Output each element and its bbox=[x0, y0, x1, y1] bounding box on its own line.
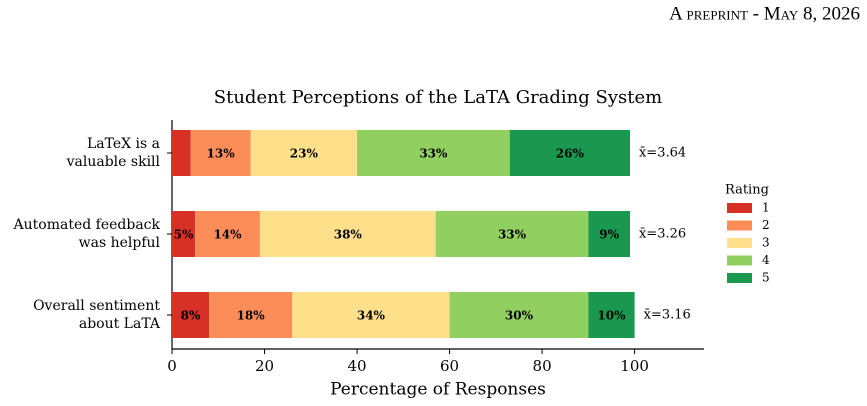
y-tick-label: LaTeX is a valuable skill bbox=[66, 136, 161, 170]
mean-annotation: x̄=3.64 bbox=[639, 146, 686, 161]
legend-swatch bbox=[727, 273, 752, 283]
bar-segment bbox=[209, 292, 293, 338]
x-tick-label: 80 bbox=[533, 357, 552, 375]
data-label: 18% bbox=[237, 309, 266, 323]
bar-segment bbox=[588, 292, 635, 338]
bar-segment bbox=[172, 292, 210, 338]
legend-swatch bbox=[727, 203, 752, 213]
data-label: 34% bbox=[357, 309, 386, 323]
y-tick-label: Overall sentiment about LaTA bbox=[33, 298, 161, 332]
bar-segment bbox=[357, 130, 510, 176]
bar-segment bbox=[190, 130, 251, 176]
page-header: A preprint - May 8, 2026 bbox=[669, 3, 860, 24]
legend-swatch bbox=[727, 255, 752, 266]
bar-segment bbox=[588, 211, 630, 257]
legend-title: Rating bbox=[725, 183, 769, 198]
x-tick-label: 40 bbox=[347, 357, 366, 375]
bar-segment bbox=[292, 292, 450, 338]
data-label: 14% bbox=[213, 228, 242, 242]
data-label: 30% bbox=[505, 309, 534, 323]
data-label: 33% bbox=[419, 147, 448, 161]
legend-label: 5 bbox=[762, 271, 770, 285]
data-label: 26% bbox=[556, 147, 585, 161]
data-label: 23% bbox=[290, 147, 319, 161]
mean-annotation: x̄=3.26 bbox=[639, 227, 686, 242]
data-label: 33% bbox=[498, 228, 527, 242]
data-label: 13% bbox=[207, 147, 236, 161]
mean-annotation: x̄=3.16 bbox=[644, 308, 691, 323]
y-tick-label: Automated feedback was helpful bbox=[13, 217, 161, 251]
x-axis-label: Percentage of Responses bbox=[330, 380, 546, 400]
bar-segment bbox=[435, 211, 589, 257]
legend-swatch bbox=[727, 220, 752, 231]
data-label: 8% bbox=[181, 309, 201, 323]
bar-segment bbox=[449, 292, 589, 338]
x-tick-label: 0 bbox=[167, 357, 177, 375]
legend-swatch bbox=[727, 238, 752, 248]
bar-segment bbox=[250, 130, 358, 176]
bar-segment bbox=[172, 211, 196, 257]
data-label: 5% bbox=[174, 228, 194, 242]
data-label: 9% bbox=[599, 228, 619, 242]
x-tick-label: 60 bbox=[440, 357, 459, 375]
x-tick-label: 100 bbox=[620, 357, 649, 375]
bar-segment bbox=[195, 211, 260, 257]
data-label: 38% bbox=[334, 228, 363, 242]
bar-segment bbox=[259, 211, 436, 257]
bar-segment bbox=[172, 130, 191, 176]
legend-label: 3 bbox=[762, 236, 770, 250]
data-label: 10% bbox=[597, 309, 626, 323]
legend-label: 1 bbox=[762, 201, 770, 215]
chart-title: Student Perceptions of the LaTA Grading … bbox=[214, 87, 662, 108]
bar-segment bbox=[509, 130, 630, 176]
legend-label: 4 bbox=[762, 253, 770, 267]
legend-label: 2 bbox=[762, 218, 770, 232]
x-tick-label: 20 bbox=[255, 357, 274, 375]
